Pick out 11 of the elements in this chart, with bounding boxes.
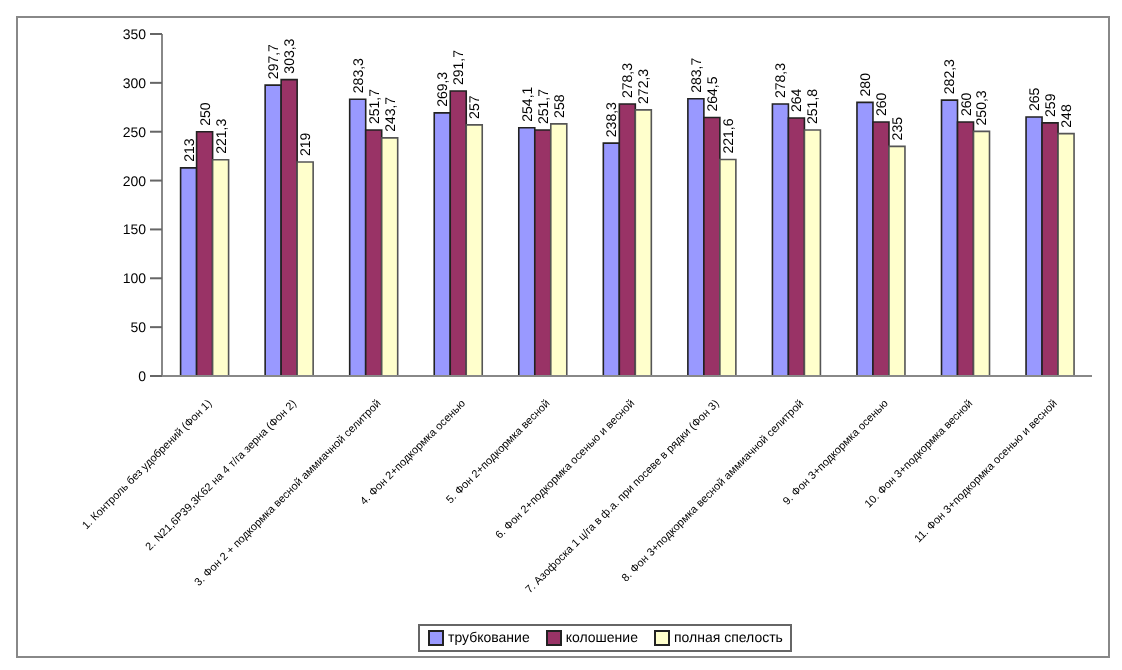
bar bbox=[803, 129, 822, 376]
bar bbox=[380, 137, 399, 376]
bar bbox=[549, 123, 568, 376]
bar bbox=[1057, 132, 1075, 376]
bar bbox=[634, 109, 653, 376]
bar bbox=[888, 145, 906, 376]
bar bbox=[465, 124, 484, 376]
bar bbox=[296, 161, 314, 376]
bar bbox=[972, 130, 991, 376]
bar bbox=[719, 158, 737, 376]
bar bbox=[211, 158, 230, 376]
